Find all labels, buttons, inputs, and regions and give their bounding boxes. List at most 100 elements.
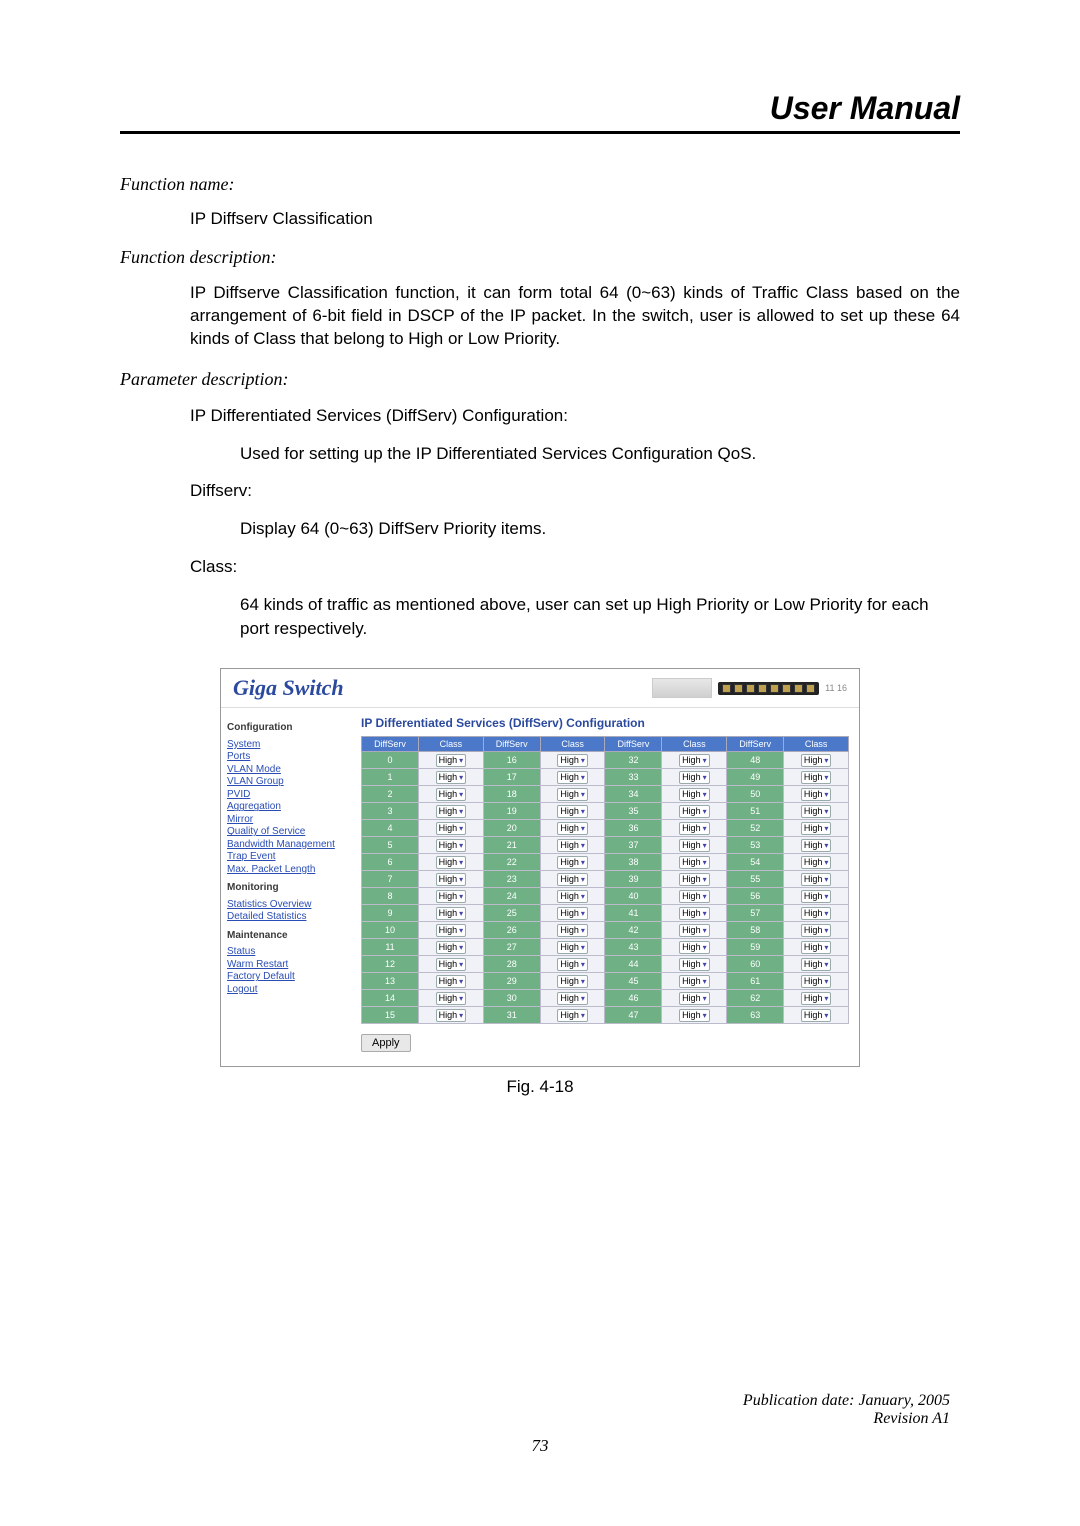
sidebar-link[interactable]: VLAN Mode [227, 764, 345, 777]
class-select[interactable]: High▾ [557, 856, 588, 869]
class-select[interactable]: High▾ [679, 788, 710, 801]
class-select[interactable]: High▾ [679, 771, 710, 784]
class-select[interactable]: High▾ [801, 788, 832, 801]
class-select[interactable]: High▾ [557, 754, 588, 767]
sidebar-link[interactable]: Mirror [227, 814, 345, 827]
class-select[interactable]: High▾ [679, 975, 710, 988]
class-select[interactable]: High▾ [436, 975, 467, 988]
figure-caption: Fig. 4-18 [120, 1077, 960, 1097]
class-value: High [804, 874, 823, 885]
class-value: High [439, 755, 458, 766]
sidebar-link[interactable]: Ports [227, 751, 345, 764]
class-select[interactable]: High▾ [679, 890, 710, 903]
class-cell: High▾ [784, 956, 849, 973]
class-value: High [560, 891, 579, 902]
class-select[interactable]: High▾ [436, 754, 467, 767]
panel-box [652, 678, 712, 698]
class-select[interactable]: High▾ [801, 890, 832, 903]
class-select[interactable]: High▾ [679, 1009, 710, 1022]
class-select[interactable]: High▾ [436, 907, 467, 920]
class-select[interactable]: High▾ [801, 1009, 832, 1022]
sidebar-link[interactable]: Status [227, 946, 345, 959]
class-select[interactable]: High▾ [801, 856, 832, 869]
sidebar-link[interactable]: Trap Event [227, 851, 345, 864]
class-select[interactable]: High▾ [801, 771, 832, 784]
sidebar-link[interactable]: Statistics Overview [227, 899, 345, 912]
class-select[interactable]: High▾ [557, 1009, 588, 1022]
class-select[interactable]: High▾ [801, 992, 832, 1005]
sidebar-link[interactable]: PVID [227, 789, 345, 802]
class-select[interactable]: High▾ [557, 839, 588, 852]
chevron-down-icon: ▾ [824, 807, 828, 817]
sidebar-link[interactable]: Quality of Service [227, 826, 345, 839]
class-select[interactable]: High▾ [679, 822, 710, 835]
class-select[interactable]: High▾ [679, 856, 710, 869]
class-select[interactable]: High▾ [801, 839, 832, 852]
class-select[interactable]: High▾ [801, 924, 832, 937]
class-select[interactable]: High▾ [679, 839, 710, 852]
class-select[interactable]: High▾ [801, 958, 832, 971]
class-select[interactable]: High▾ [557, 788, 588, 801]
class-select[interactable]: High▾ [679, 992, 710, 1005]
class-select[interactable]: High▾ [436, 856, 467, 869]
function-name-label: Function name: [120, 174, 960, 195]
sidebar-link[interactable]: System [227, 739, 345, 752]
class-select[interactable]: High▾ [679, 754, 710, 767]
class-value: High [439, 942, 458, 953]
class-select[interactable]: High▾ [436, 822, 467, 835]
class-select[interactable]: High▾ [679, 805, 710, 818]
class-select[interactable]: High▾ [801, 873, 832, 886]
class-select[interactable]: High▾ [436, 839, 467, 852]
class-select[interactable]: High▾ [679, 873, 710, 886]
class-select[interactable]: High▾ [436, 873, 467, 886]
class-select[interactable]: High▾ [557, 941, 588, 954]
class-cell: High▾ [784, 820, 849, 837]
class-select[interactable]: High▾ [436, 1009, 467, 1022]
sidebar-link[interactable]: Detailed Statistics [227, 911, 345, 924]
table-header: DiffServ [362, 737, 419, 752]
sidebar-link[interactable]: VLAN Group [227, 776, 345, 789]
class-value: High [439, 976, 458, 987]
class-select[interactable]: High▾ [801, 754, 832, 767]
class-select[interactable]: High▾ [801, 975, 832, 988]
sidebar-link[interactable]: Warm Restart [227, 959, 345, 972]
sidebar-link[interactable]: Bandwidth Management [227, 839, 345, 852]
table-header: Class [662, 737, 727, 752]
class-select[interactable]: High▾ [557, 822, 588, 835]
class-select[interactable]: High▾ [436, 890, 467, 903]
class-select[interactable]: High▾ [557, 873, 588, 886]
apply-button[interactable]: Apply [361, 1034, 411, 1052]
class-select[interactable]: High▾ [801, 907, 832, 920]
class-select[interactable]: High▾ [679, 958, 710, 971]
class-select[interactable]: High▾ [679, 924, 710, 937]
class-select[interactable]: High▾ [557, 907, 588, 920]
class-select[interactable]: High▾ [436, 771, 467, 784]
chevron-down-icon: ▾ [581, 909, 585, 919]
class-select[interactable]: High▾ [557, 975, 588, 988]
class-select[interactable]: High▾ [436, 941, 467, 954]
class-select[interactable]: High▾ [436, 958, 467, 971]
sidebar-link[interactable]: Logout [227, 984, 345, 997]
class-cell: High▾ [662, 905, 727, 922]
class-select[interactable]: High▾ [436, 805, 467, 818]
class-cell: High▾ [784, 803, 849, 820]
chevron-down-icon: ▾ [824, 909, 828, 919]
sidebar-link[interactable]: Factory Default [227, 971, 345, 984]
sidebar-link[interactable]: Max. Packet Length [227, 864, 345, 877]
class-select[interactable]: High▾ [557, 924, 588, 937]
class-select[interactable]: High▾ [436, 992, 467, 1005]
class-select[interactable]: High▾ [436, 788, 467, 801]
sidebar-link[interactable]: Aggregation [227, 801, 345, 814]
class-select[interactable]: High▾ [801, 941, 832, 954]
class-select[interactable]: High▾ [557, 771, 588, 784]
class-select[interactable]: High▾ [679, 907, 710, 920]
class-select[interactable]: High▾ [801, 805, 832, 818]
class-select[interactable]: High▾ [436, 924, 467, 937]
class-value: High [439, 993, 458, 1004]
class-select[interactable]: High▾ [679, 941, 710, 954]
class-select[interactable]: High▾ [557, 890, 588, 903]
class-select[interactable]: High▾ [557, 805, 588, 818]
class-select[interactable]: High▾ [557, 992, 588, 1005]
class-select[interactable]: High▾ [801, 822, 832, 835]
class-select[interactable]: High▾ [557, 958, 588, 971]
